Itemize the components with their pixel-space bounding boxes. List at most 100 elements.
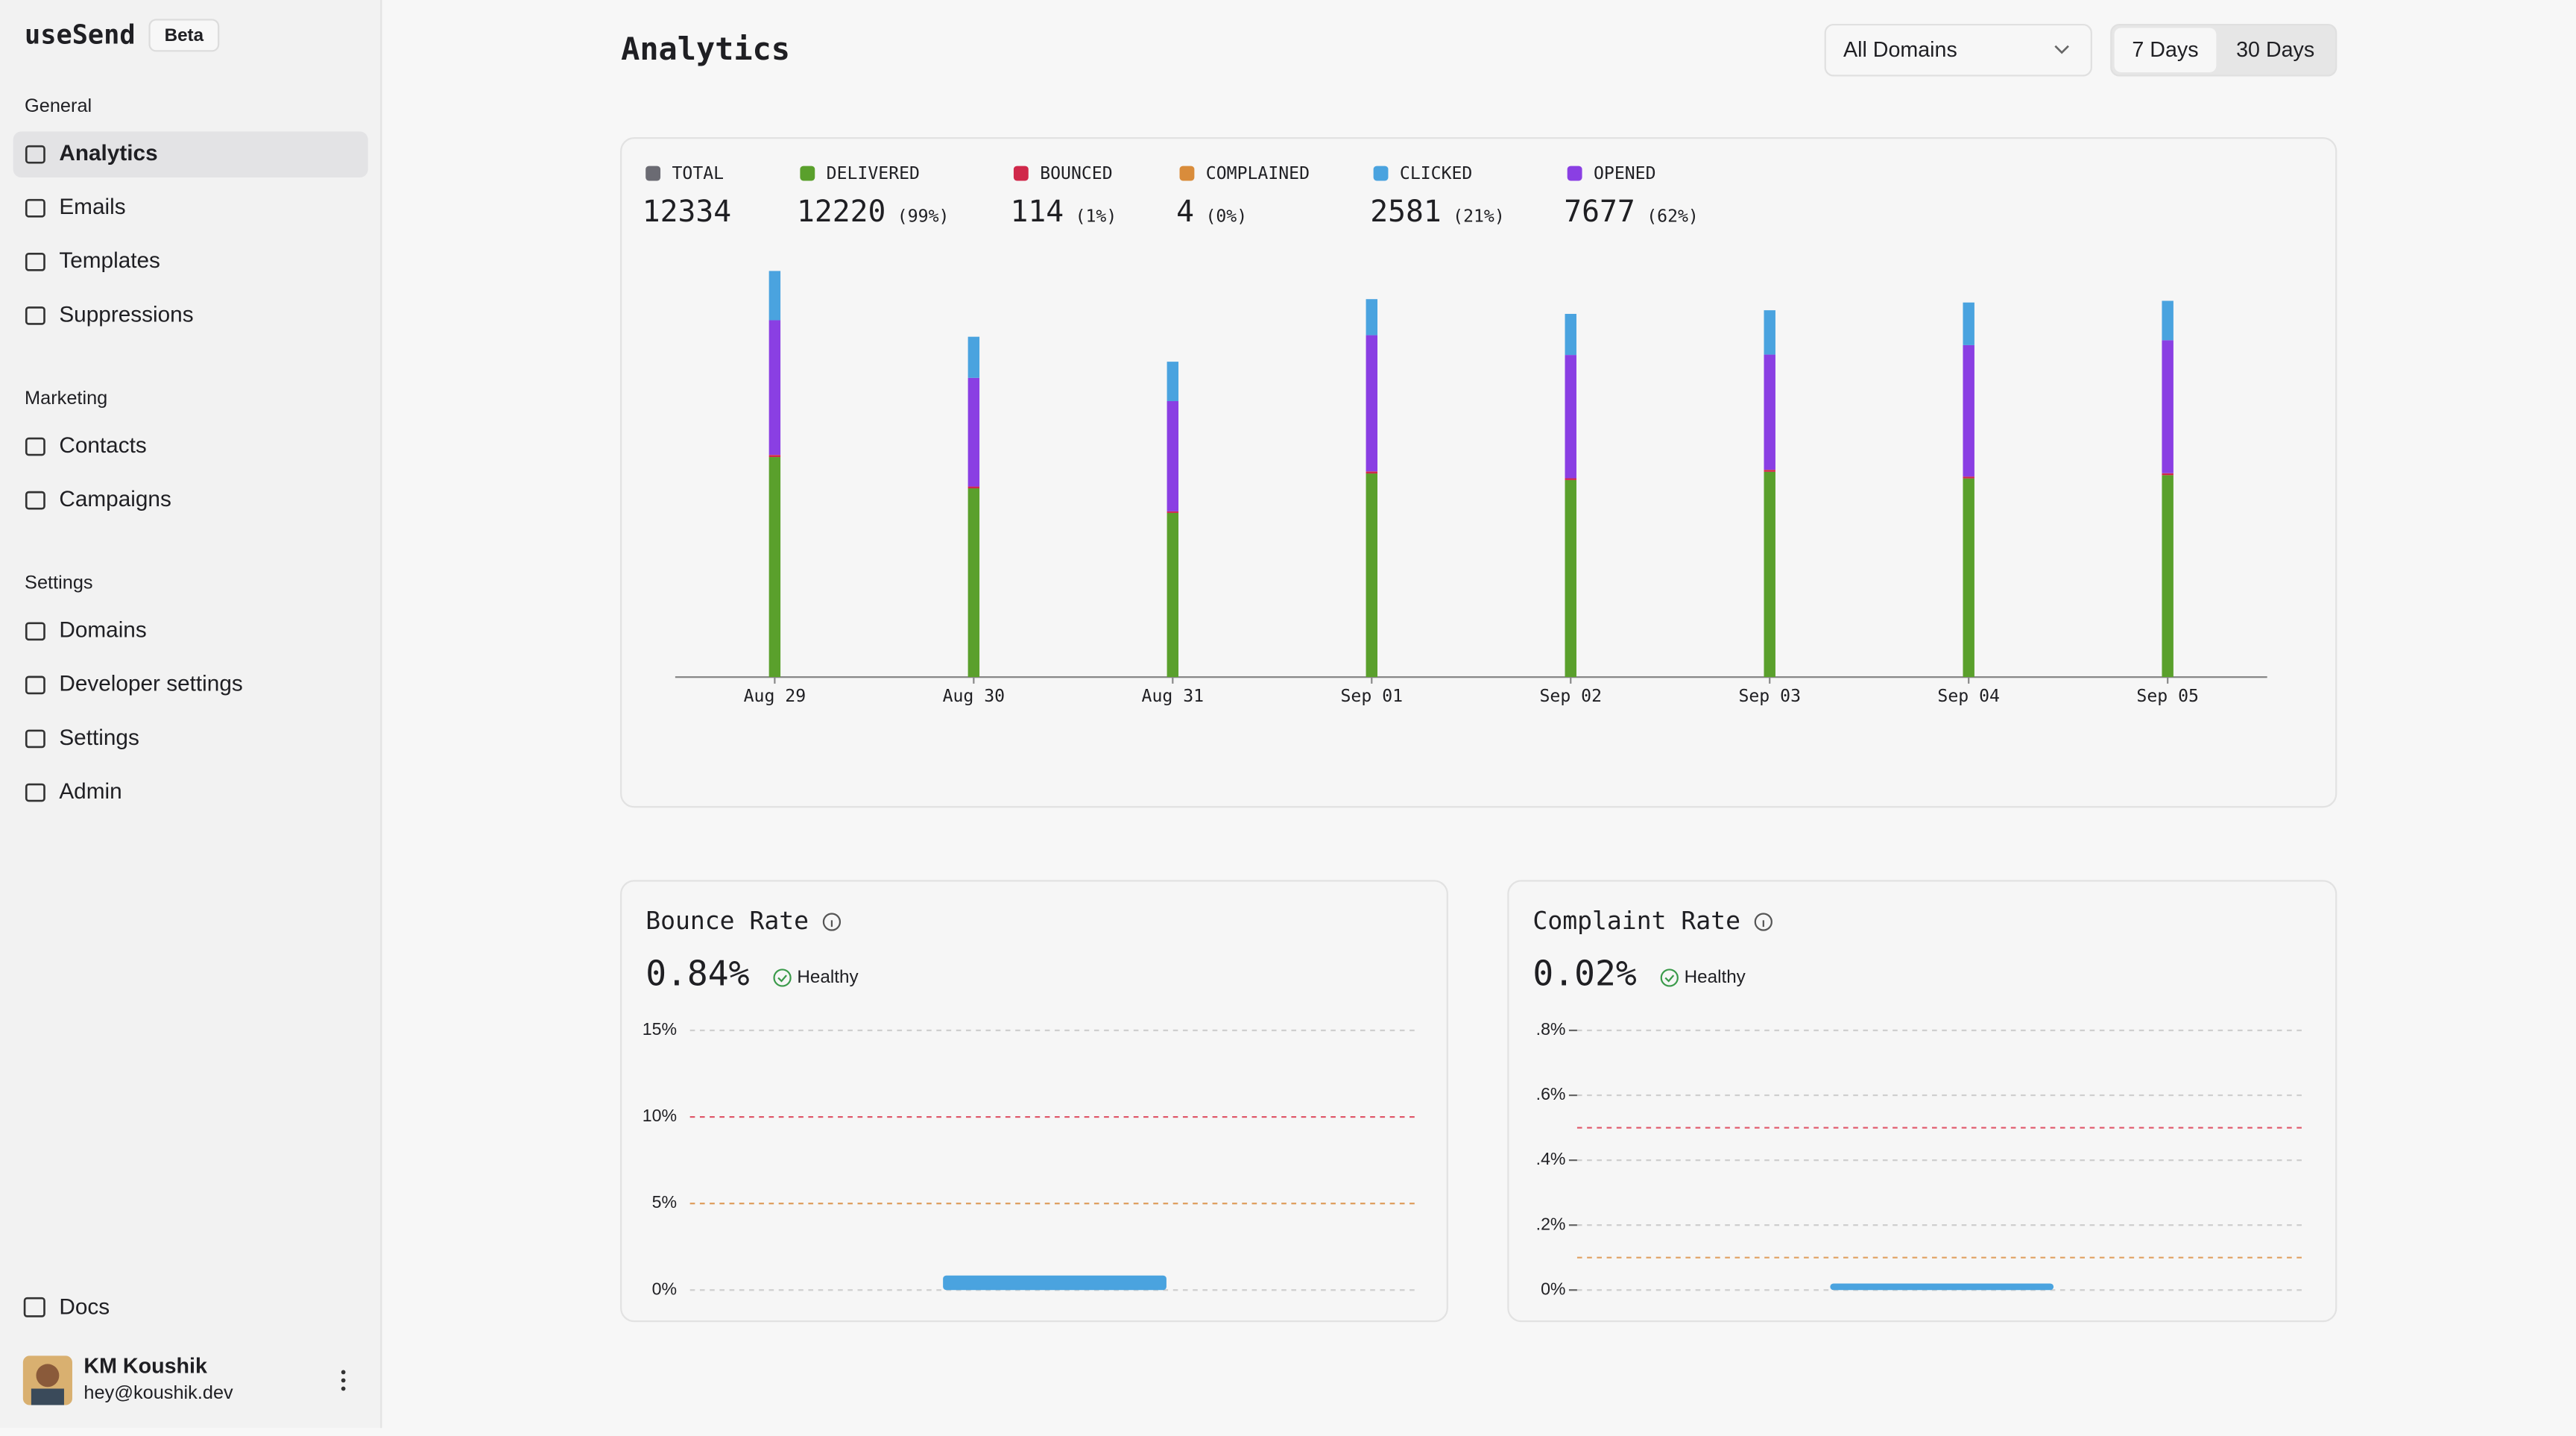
bar-segment	[1565, 355, 1576, 478]
page-title: Analytics	[621, 31, 790, 67]
y-tick-label: .2%	[1536, 1214, 1566, 1233]
avatar-body	[31, 1388, 64, 1405]
card	[621, 138, 2336, 807]
bar-segment	[1764, 470, 1775, 472]
bar-segment	[769, 455, 780, 457]
y-tick-label: .8%	[1536, 1019, 1566, 1039]
stat-value: 4	[1176, 195, 1194, 229]
nav-section: Marketing	[25, 388, 107, 409]
user-email: hey@koushik.dev	[83, 1382, 233, 1403]
status: Healthy	[1685, 967, 1746, 987]
nav-item[interactable]: Emails	[59, 195, 125, 219]
legend-label: CLICKED	[1400, 164, 1472, 183]
legend-swatch	[1014, 166, 1029, 181]
bar-segment	[1366, 299, 1377, 335]
stat-value: 2581	[1370, 195, 1442, 229]
bar	[943, 1276, 1167, 1291]
avatar-face	[36, 1364, 59, 1387]
x-tick-label: Aug 31	[1142, 687, 1205, 706]
legend-label: OPENED	[1594, 164, 1656, 183]
card	[621, 881, 1448, 1321]
bar	[1830, 1284, 2053, 1291]
legend-label: TOTAL	[672, 164, 724, 183]
nav-section: General	[25, 95, 92, 116]
menu-dot	[341, 1370, 346, 1375]
bar-segment	[968, 337, 979, 378]
stat-share: (99%)	[897, 207, 950, 226]
bar-segment	[2162, 300, 2173, 340]
nav-item[interactable]: Campaigns	[59, 487, 171, 511]
rate-value: 0.84%	[645, 954, 749, 994]
menu-dot	[341, 1387, 346, 1391]
nav-item[interactable]: Admin	[59, 779, 121, 804]
nav-item[interactable]: Contacts	[59, 433, 146, 458]
user-name: KM Koushik	[83, 1354, 207, 1378]
card-title: Bounce Rate	[645, 906, 809, 935]
bar-segment	[1565, 314, 1576, 355]
bar-segment	[1963, 303, 1974, 345]
x-tick-label: Sep 01	[1341, 687, 1404, 706]
nav-item[interactable]: Developer settings	[59, 672, 242, 696]
y-tick-label: 15%	[643, 1019, 677, 1039]
bar-segment	[2162, 473, 2173, 475]
y-tick-label: 0%	[1541, 1279, 1565, 1298]
nav-item[interactable]: Suppressions	[59, 302, 193, 327]
nav-item[interactable]: Analytics	[59, 141, 157, 166]
stat-share: (0%)	[1205, 207, 1247, 226]
brand: useSend	[25, 19, 136, 50]
x-tick-label: Sep 05	[2136, 687, 2199, 706]
bar-segment	[1565, 480, 1576, 677]
domain-select[interactable]: All Domains	[1825, 25, 2092, 75]
menu-dot	[341, 1379, 346, 1383]
range-button[interactable]: 30 Days	[2236, 38, 2314, 62]
legend-label: DELIVERED	[827, 164, 920, 183]
bar-segment	[968, 378, 979, 487]
legend-swatch	[1568, 166, 1582, 181]
bar-segment	[968, 487, 979, 488]
x-tick-label: Aug 30	[943, 687, 1006, 706]
bar-segment	[1963, 345, 1974, 476]
stat-value: 12334	[643, 195, 731, 229]
range-button[interactable]: 7 Days	[2132, 38, 2198, 62]
nav-item[interactable]: Domains	[59, 618, 146, 643]
bar-segment	[769, 320, 780, 455]
legend-swatch	[645, 166, 660, 181]
bar-segment	[769, 271, 780, 320]
stat-share: (62%)	[1647, 207, 1699, 226]
bar-segment	[1366, 336, 1377, 472]
stat-value: 7677	[1564, 195, 1635, 229]
card-title: Complaint Rate	[1532, 906, 1740, 935]
bar-segment	[1963, 476, 1974, 478]
bar-segment	[1167, 511, 1178, 513]
y-tick-label: 10%	[643, 1106, 677, 1125]
y-tick-label: .4%	[1536, 1149, 1566, 1168]
nav-item[interactable]: Settings	[59, 725, 139, 750]
status: Healthy	[797, 967, 859, 987]
legend-label: BOUNCED	[1040, 164, 1112, 183]
stat-value: 114	[1011, 195, 1064, 229]
bar-segment	[769, 457, 780, 677]
stat-value: 12220	[797, 195, 886, 229]
stat-share: (1%)	[1076, 207, 1117, 226]
bar-segment	[1167, 401, 1178, 511]
bar-segment	[1167, 513, 1178, 677]
select-label[interactable]: All Domains	[1843, 38, 1957, 62]
x-tick-label: Sep 02	[1539, 687, 1602, 706]
y-tick-label: 0%	[652, 1279, 677, 1298]
badge: Beta	[165, 25, 204, 45]
stat-share: (21%)	[1453, 207, 1505, 226]
nav-item[interactable]: Templates	[59, 248, 160, 273]
x-tick-label: Aug 29	[744, 687, 806, 706]
nav-label[interactable]: Docs	[59, 1294, 110, 1319]
bar-segment	[968, 488, 979, 677]
x-tick-label: Sep 03	[1738, 687, 1801, 706]
bar-segment	[1167, 362, 1178, 401]
bar-segment	[2162, 475, 2173, 677]
sidebar	[0, 0, 381, 1428]
nav-section: Settings	[25, 573, 93, 593]
legend-label: COMPLAINED	[1206, 164, 1310, 183]
y-tick-label: .6%	[1536, 1084, 1566, 1103]
